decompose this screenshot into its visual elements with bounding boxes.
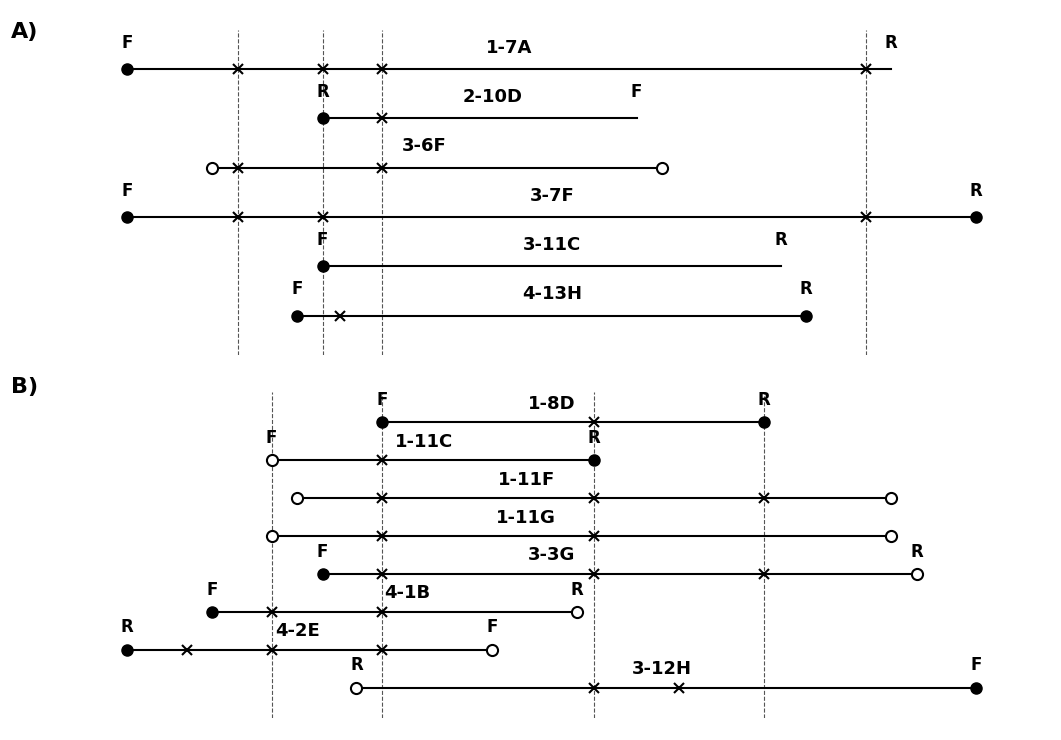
Text: 3-11C: 3-11C [523, 236, 580, 254]
Text: R: R [910, 542, 923, 561]
Text: R: R [588, 429, 601, 447]
Text: 3-7F: 3-7F [529, 186, 574, 205]
Text: R: R [970, 182, 982, 200]
Text: R: R [758, 391, 770, 409]
Text: 3-12H: 3-12H [632, 660, 692, 678]
Text: 3-3G: 3-3G [528, 546, 575, 565]
Text: 1-11F: 1-11F [498, 471, 555, 488]
Text: B): B) [11, 377, 38, 397]
Text: F: F [266, 429, 277, 447]
Text: R: R [350, 656, 363, 674]
Text: 1-11C: 1-11C [396, 433, 453, 451]
Text: R: R [571, 581, 584, 599]
Text: 4-13H: 4-13H [522, 286, 581, 303]
Text: R: R [121, 619, 134, 636]
Text: R: R [775, 231, 787, 249]
Text: F: F [207, 581, 218, 599]
Text: A): A) [11, 22, 38, 42]
Text: 1-8D: 1-8D [528, 395, 575, 413]
Text: F: F [122, 34, 133, 52]
Text: F: F [377, 391, 387, 409]
Text: 3-6F: 3-6F [402, 138, 447, 155]
Text: R: R [885, 34, 898, 52]
Text: 4-2E: 4-2E [275, 622, 319, 640]
Text: R: R [800, 280, 813, 298]
Text: F: F [971, 656, 981, 674]
Text: 1-11G: 1-11G [497, 508, 556, 527]
Text: 1-7A: 1-7A [486, 38, 533, 57]
Text: 2-10D: 2-10D [463, 88, 522, 106]
Text: R: R [316, 83, 329, 101]
Text: F: F [292, 280, 302, 298]
Text: F: F [317, 231, 328, 249]
Text: F: F [317, 542, 328, 561]
Text: 4-1B: 4-1B [384, 585, 431, 602]
Text: F: F [631, 83, 642, 101]
Text: F: F [487, 619, 498, 636]
Text: F: F [122, 182, 133, 200]
